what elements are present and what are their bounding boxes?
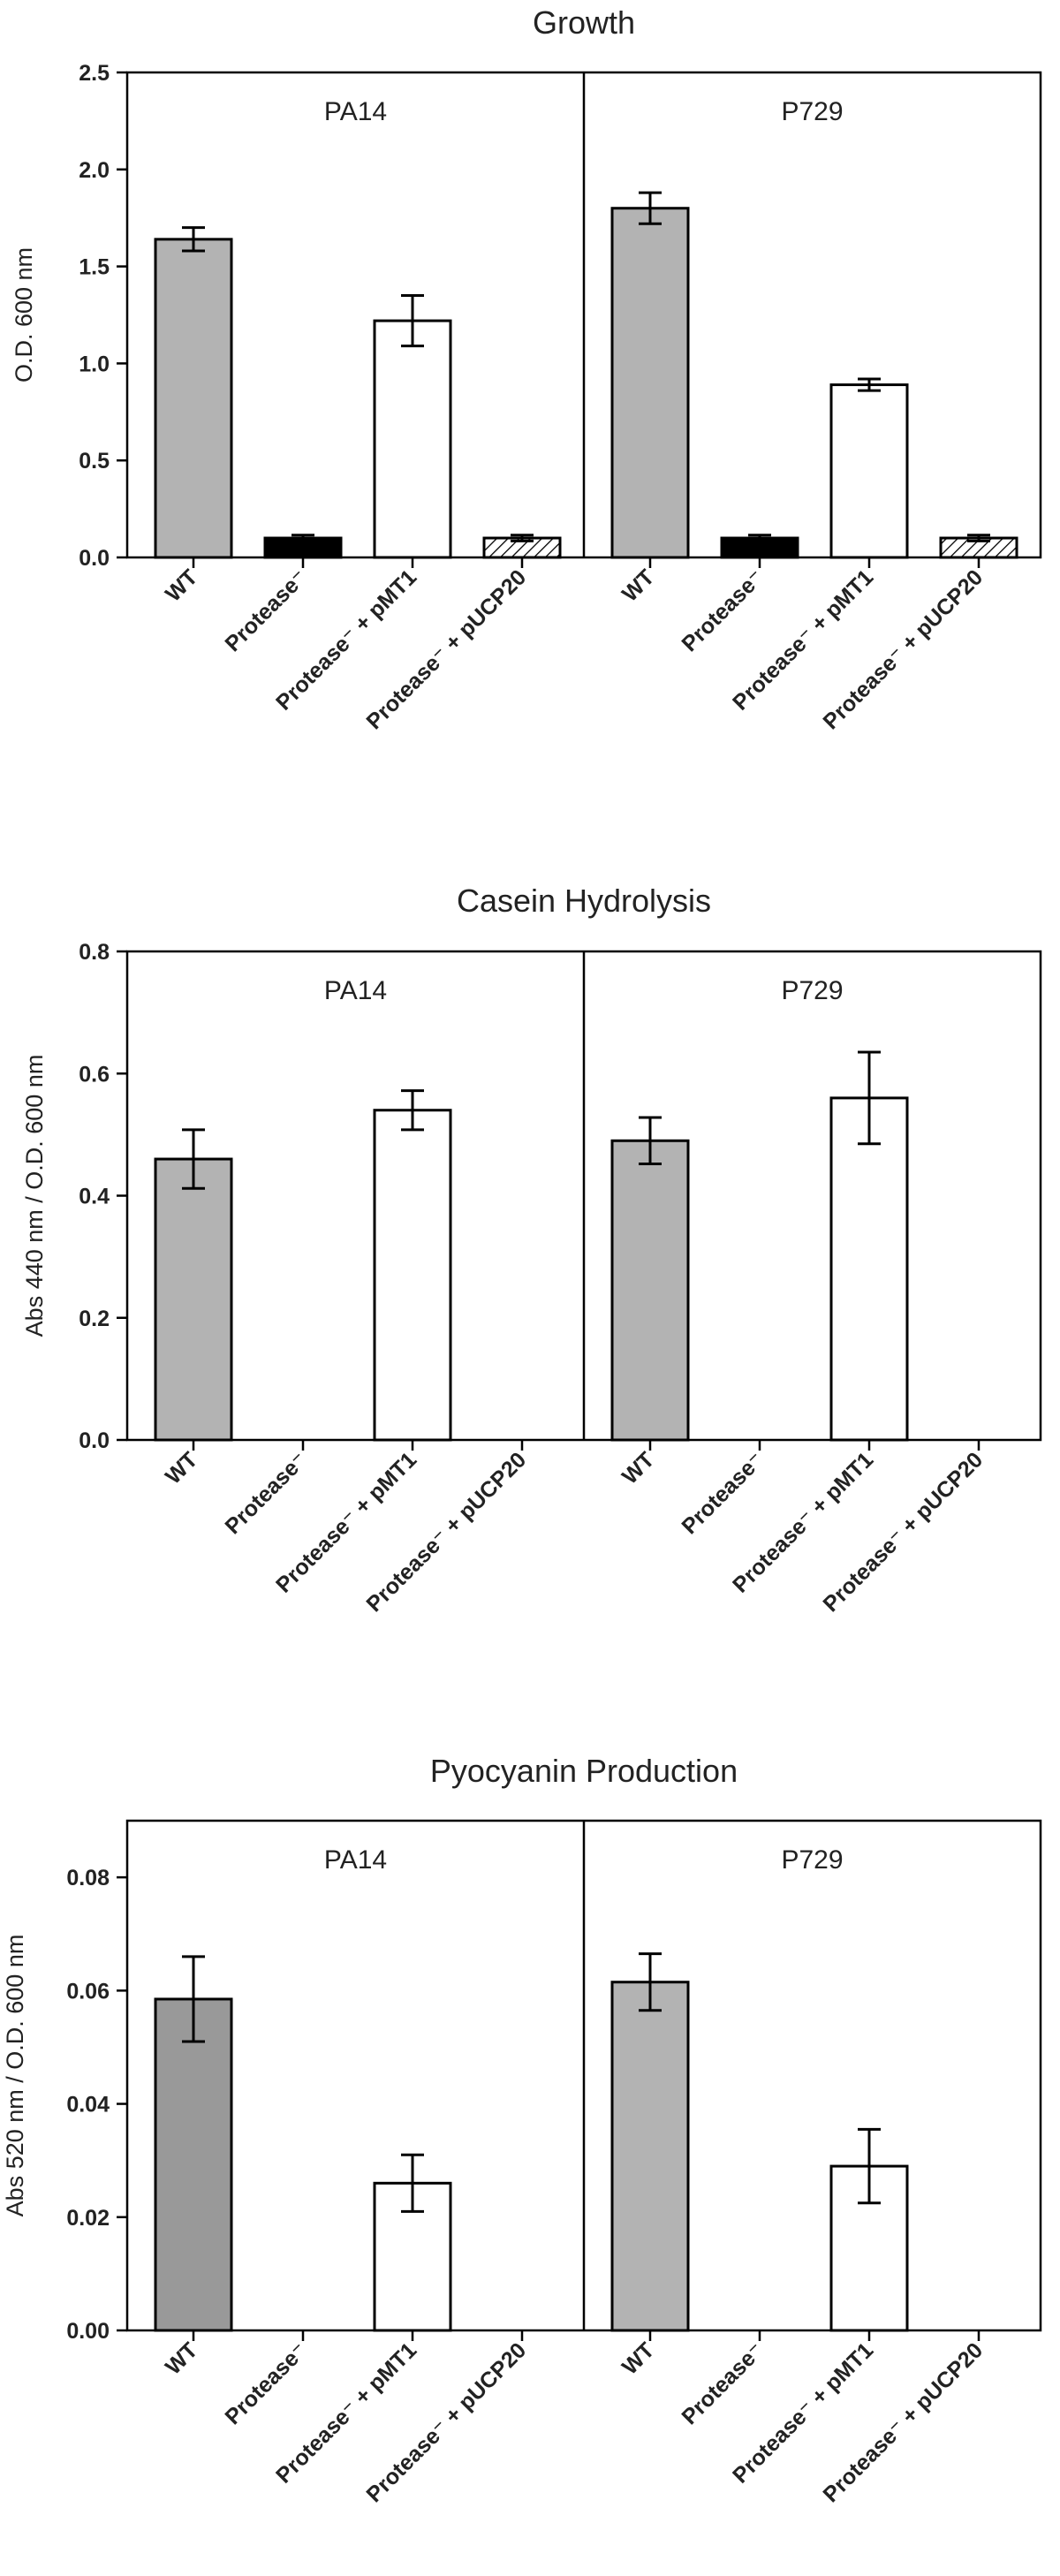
error-bar (401, 294, 424, 348)
x-tick-label: WT (617, 2337, 659, 2379)
error-bar (748, 534, 771, 542)
error-bar (639, 1116, 662, 1166)
bar (829, 383, 909, 559)
error-bar (639, 191, 662, 225)
y-axis-label: Abs 440 nm / O.D. 600 nm (21, 1055, 48, 1337)
y-tick-label: 0.08 (66, 1866, 110, 1890)
y-tick-label: 0.2 (79, 1307, 110, 1331)
series-label-p729: P729 (781, 97, 843, 126)
series-label-pa14: PA14 (324, 1845, 387, 1875)
x-tick-label: Protease⁻ (220, 1447, 312, 1539)
error-bar (511, 534, 534, 542)
y-tick-label: 0.04 (66, 2093, 110, 2118)
series-label-pa14: PA14 (324, 97, 387, 126)
x-tick-label: WT (161, 1447, 202, 1489)
error-bar (182, 1955, 205, 2043)
bar (373, 1109, 452, 1442)
error-bar (858, 377, 881, 392)
x-tick-label: WT (161, 2337, 202, 2379)
bar (154, 1997, 233, 2332)
series-label-pa14: PA14 (324, 976, 387, 1005)
y-tick-label: 0.4 (79, 1185, 110, 1209)
error-bar (858, 2127, 881, 2205)
series-label-p729: P729 (781, 1845, 843, 1875)
x-tick-label: Protease⁻ (677, 2337, 768, 2429)
y-tick-label: 0.0 (79, 546, 110, 571)
error-bar (639, 1952, 662, 2012)
chart-panel-2: Casein Hydrolysis Abs 440 nm / O.D. 600 n… (21, 883, 1042, 1617)
bar (610, 1981, 690, 2332)
error-bar (182, 1128, 205, 1190)
chart-panel-1: Growth O.D. 600 nm 0.0 0.5 1.0 1.5 2.0 2.5 PA14 W… (11, 4, 1042, 734)
error-bar (858, 1050, 881, 1146)
y-tick-label: 0.8 (79, 940, 110, 965)
error-bar (401, 2153, 424, 2213)
error-bar (182, 226, 205, 253)
chart-title: Pyocyanin Production (430, 1753, 738, 1789)
chart-title: Growth (533, 4, 635, 41)
bar (610, 1139, 690, 1442)
x-tick-label: Protease⁻ (677, 564, 768, 656)
series-label-p729: P729 (781, 976, 843, 1005)
x-tick-label: WT (617, 564, 659, 606)
x-tick-label: WT (161, 564, 202, 606)
y-tick-label: 2.5 (79, 61, 110, 86)
x-tick-label: Protease⁻ (677, 1447, 768, 1539)
x-tick-label: WT (617, 1447, 659, 1489)
y-tick-label: 1.5 (79, 255, 110, 280)
bar (154, 238, 233, 559)
chart-title: Casein Hydrolysis (457, 883, 711, 919)
y-axis-label: O.D. 600 nm (11, 247, 37, 383)
y-tick-label: 0.00 (66, 2319, 110, 2344)
chart-panel-3: Pyocyanin Production Abs 520 nm / O.D. 60… (2, 1753, 1042, 2507)
x-tick-label: Protease⁻ (220, 564, 312, 656)
y-tick-label: 0.02 (66, 2206, 110, 2231)
y-tick-label: 0.6 (79, 1062, 110, 1087)
bar (610, 207, 690, 559)
bar (829, 1096, 909, 1442)
y-tick-label: 1.0 (79, 352, 110, 376)
error-bar (292, 534, 314, 542)
error-bar (401, 1089, 424, 1132)
y-tick-label: 0.0 (79, 1428, 110, 1453)
y-tick-label: 0.06 (66, 1979, 110, 2004)
bar (373, 319, 452, 559)
error-bar (967, 534, 990, 542)
x-tick-label: Protease⁻ (220, 2337, 312, 2429)
y-axis-label: Abs 520 nm / O.D. 600 nm (2, 1935, 28, 2217)
y-tick-label: 0.5 (79, 449, 110, 474)
y-tick-label: 2.0 (79, 158, 110, 183)
bar (154, 1157, 233, 1442)
